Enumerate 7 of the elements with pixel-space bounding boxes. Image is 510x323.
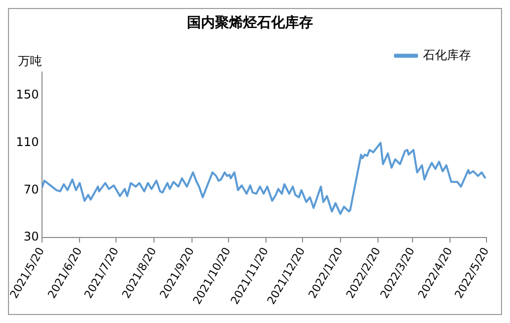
y-tick-label: 30	[24, 230, 39, 244]
chart-title: 国内聚烯烃石化库存	[187, 14, 313, 32]
legend-label: 石化库存	[423, 48, 471, 62]
y-tick-label: 70	[24, 182, 39, 196]
y-tick-label: 150	[16, 88, 39, 102]
y-axis-title: 万吨	[18, 54, 42, 68]
y-tick-label: 110	[16, 134, 39, 149]
